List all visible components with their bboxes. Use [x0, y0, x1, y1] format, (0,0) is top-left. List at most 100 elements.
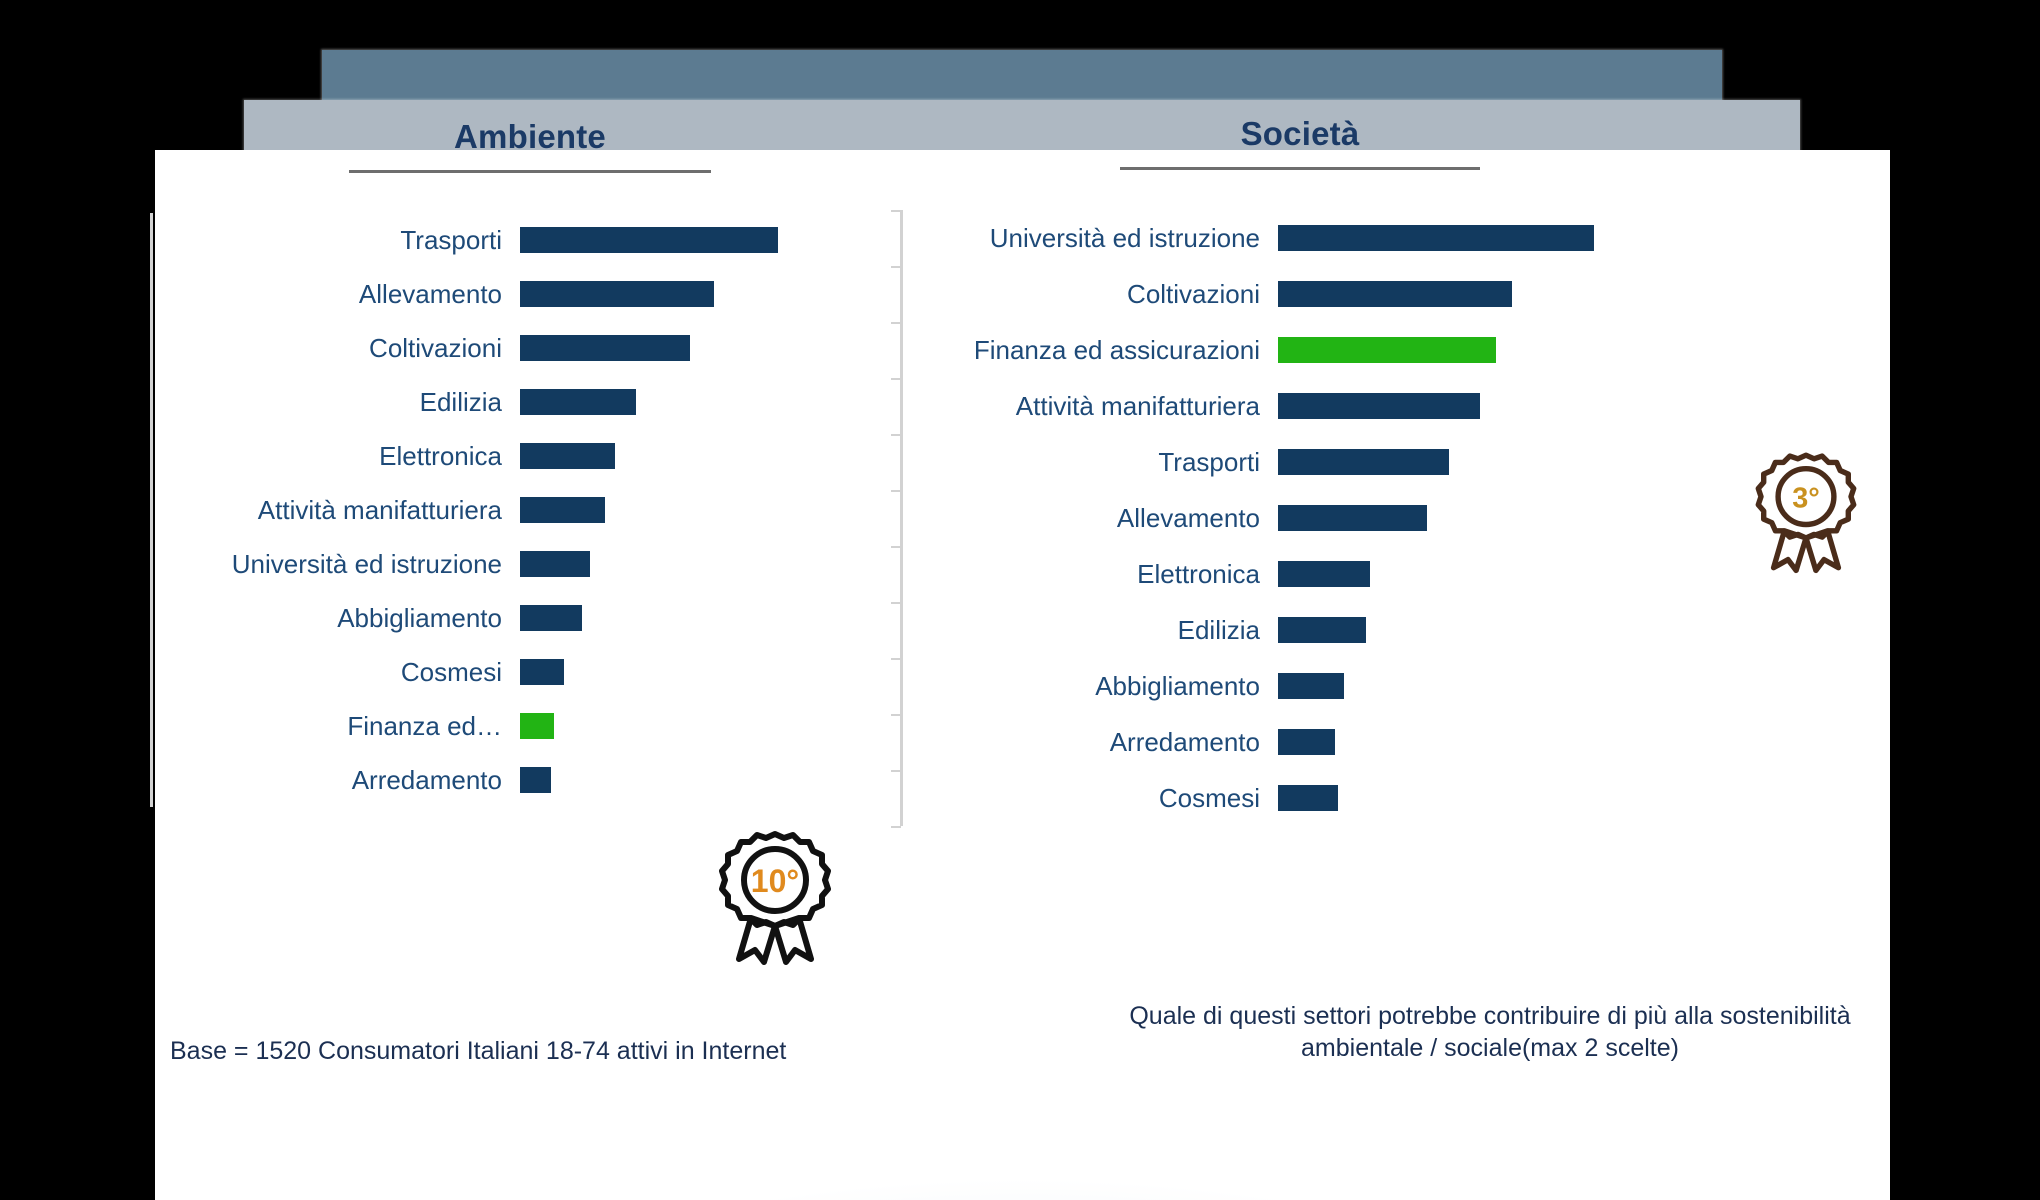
chart-row: Attività manifatturiera: [150, 483, 910, 537]
rank-badge-3-text: 3°: [1792, 482, 1820, 514]
bar-track: [520, 591, 910, 645]
bar-category-label: Coltivazioni: [369, 333, 502, 363]
card-bottom-glow: [155, 770, 1890, 1200]
bar-highlighted: [520, 713, 554, 739]
bar-category-label: Arredamento: [351, 765, 502, 795]
bar: [520, 659, 564, 685]
bar-track: [520, 267, 910, 321]
bar: [1278, 785, 1339, 811]
bar-category-label: Trasporti: [400, 225, 502, 255]
bar-category-label: Trasporti: [1158, 447, 1260, 477]
chart-axis-tick: [891, 490, 901, 492]
bar: [1278, 673, 1345, 699]
bar-category-label: Allevamento: [1116, 503, 1260, 533]
bar-category-label: Finanza ed assicurazioni: [973, 335, 1260, 365]
bar-category-label: Abbigliamento: [1095, 671, 1260, 701]
panel-societa: Società Università ed istruzione Coltivaz…: [891, 0, 1700, 828]
chart-axis-line: [900, 210, 903, 826]
bar-category-label: Cosmesi: [1158, 783, 1260, 813]
chart-axis-tick: [891, 378, 901, 380]
chart-row: Edilizia: [150, 375, 910, 429]
bar: [520, 497, 606, 523]
chart-row: Attività manifatturiera: [900, 378, 1700, 434]
bar-category-label: Università ed istruzione: [989, 223, 1260, 253]
bar-track: [520, 321, 910, 375]
panel-ambiente: Ambiente Trasporti Allevamento Coltivazion…: [150, 0, 910, 807]
bar-chart-societa: Università ed istruzione Coltivazioni Fina…: [891, 210, 1700, 828]
bar-category-label: Abbigliamento: [337, 603, 502, 633]
bar-track: [520, 429, 910, 483]
bar-chart-ambiente: Trasporti Allevamento Coltivazioni Edilizia…: [150, 213, 910, 807]
bar-track: [1278, 490, 1700, 546]
panel-title-rule: [1120, 167, 1480, 170]
footnote-question: Quale di questi settori potrebbe contrib…: [1129, 1002, 1851, 1062]
chart-row: Università ed istruzione: [900, 210, 1700, 266]
bar-track: [520, 213, 910, 267]
chart-row: Coltivazioni: [900, 266, 1700, 322]
bar: [520, 227, 778, 253]
chart-row: Elettronica: [150, 429, 910, 483]
chart-axis-tick: [891, 826, 901, 828]
bar-category-label: Elettronica: [379, 441, 502, 471]
bar-category-label: Attività manifatturiera: [257, 495, 502, 525]
bar: [520, 605, 582, 631]
bar-track: [1278, 266, 1700, 322]
bar-track: [1278, 546, 1700, 602]
rank-badge-10-icon: 10°: [715, 826, 835, 966]
bar: [1278, 617, 1367, 643]
chart-row: Edilizia: [900, 602, 1700, 658]
bar-track: [1278, 658, 1700, 714]
bar-category-label: Finanza ed…: [347, 711, 502, 741]
bar: [1278, 505, 1427, 531]
bar-category-label: Edilizia: [1177, 615, 1260, 645]
bar: [520, 281, 714, 307]
chart-axis-line: [150, 213, 153, 807]
bar-track: [520, 537, 910, 591]
bar-track: [1278, 322, 1700, 378]
bar-track: [520, 645, 910, 699]
panel-title-ambiente: Ambiente: [454, 118, 606, 155]
bar-track: [1278, 770, 1700, 826]
chart-axis-tick: [891, 658, 901, 660]
bar-category-label: Edilizia: [419, 387, 502, 417]
bar: [520, 335, 691, 361]
bar-track: [520, 753, 910, 807]
bar: [1278, 449, 1449, 475]
chart-row: Abbigliamento: [150, 591, 910, 645]
chart-axis-tick: [891, 714, 901, 716]
bar-category-label: Università ed istruzione: [231, 549, 502, 579]
bar-track: [1278, 602, 1700, 658]
bar: [1278, 281, 1512, 307]
bar: [520, 551, 590, 577]
bar-track: [520, 483, 910, 537]
chart-row: Arredamento: [150, 753, 910, 807]
chart-row: Allevamento: [150, 267, 910, 321]
bar-category-label: Elettronica: [1137, 559, 1260, 589]
bar: [1278, 393, 1481, 419]
chart-row: Elettronica: [900, 546, 1700, 602]
bar-category-label: Cosmesi: [400, 657, 502, 687]
chart-axis-tick: [891, 546, 901, 548]
chart-row: Abbigliamento: [900, 658, 1700, 714]
bar-track: [1278, 714, 1700, 770]
bar-highlighted: [1278, 337, 1497, 363]
bar: [1278, 561, 1370, 587]
chart-axis-tick: [891, 434, 901, 436]
chart-axis-tick: [891, 210, 901, 212]
bar-category-label: Coltivazioni: [1127, 279, 1260, 309]
chart-row: Cosmesi: [150, 645, 910, 699]
chart-axis-tick: [891, 770, 901, 772]
chart-row: Trasporti: [900, 434, 1700, 490]
bar-category-label: Arredamento: [1109, 727, 1260, 757]
bar: [520, 443, 616, 469]
chart-row: Allevamento: [900, 490, 1700, 546]
bar-track: [520, 699, 910, 753]
rank-badge-3-icon: 3°: [1752, 448, 1860, 574]
bar: [520, 767, 551, 793]
chart-row: Arredamento: [900, 714, 1700, 770]
bar-category-label: Attività manifatturiera: [1015, 391, 1260, 421]
panel-title-rule: [349, 170, 711, 173]
bar: [1278, 729, 1335, 755]
chart-row: Università ed istruzione: [150, 537, 910, 591]
